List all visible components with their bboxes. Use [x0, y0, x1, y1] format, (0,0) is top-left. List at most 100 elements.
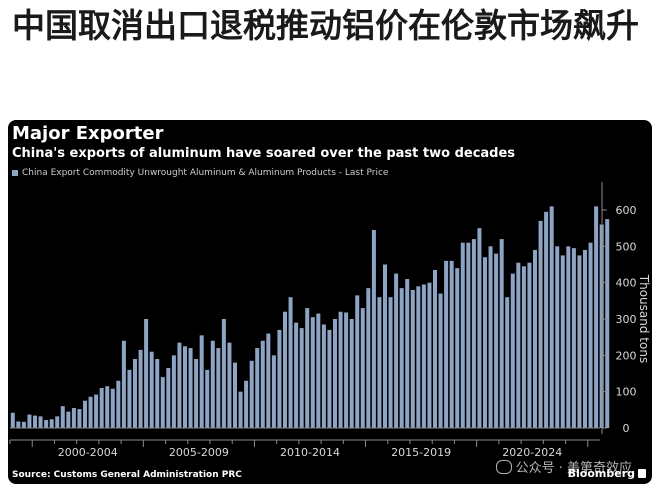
bar	[549, 206, 554, 428]
bar	[66, 411, 71, 428]
bar	[94, 394, 99, 428]
y-axis-label: Thousand tons	[637, 274, 651, 363]
bar	[305, 308, 310, 428]
bar	[121, 340, 126, 428]
bar	[138, 349, 143, 428]
bar	[205, 369, 210, 428]
x-tick-label: 2010-2014	[280, 446, 340, 459]
bar	[588, 242, 593, 428]
bar	[405, 279, 410, 428]
bar	[466, 242, 471, 428]
bar	[499, 239, 504, 428]
bar	[88, 396, 93, 428]
bar	[605, 219, 610, 428]
bar-chart: 2000-2004 2005-2009 2010-2014 2015-2019 2020…	[9, 182, 651, 459]
bar	[494, 253, 499, 428]
x-tick-label: 2000-2004	[58, 446, 118, 459]
bar	[344, 312, 349, 428]
bar	[516, 262, 521, 428]
bar	[10, 412, 15, 428]
x-tick-label: 2015-2019	[391, 446, 451, 459]
bar	[399, 288, 404, 428]
bar	[210, 340, 215, 428]
bar	[355, 295, 360, 428]
bar	[110, 388, 115, 428]
y-tick-label: 600	[616, 204, 637, 217]
bar	[338, 311, 343, 428]
bar	[216, 348, 221, 428]
bar	[583, 249, 587, 428]
bar	[505, 297, 510, 428]
chart-legend: China Export Commodity Unwrought Aluminu…	[12, 168, 388, 178]
bar	[16, 421, 21, 428]
bar	[571, 248, 576, 428]
bar	[471, 239, 476, 428]
bar	[421, 284, 426, 428]
bar	[594, 206, 599, 428]
y-tick-label: 300	[616, 313, 637, 326]
bar	[233, 362, 237, 428]
bar	[166, 368, 171, 428]
y-tick-label: 100	[616, 386, 637, 399]
bar	[377, 297, 382, 428]
bloomberg-mark-icon	[638, 469, 646, 478]
chart-subtitle: China's exports of aluminum have soared …	[12, 146, 516, 161]
bar	[483, 257, 487, 428]
bar	[60, 406, 65, 428]
bar	[538, 220, 543, 428]
legend-label: China Export Commodity Unwrought Aluminu…	[22, 168, 389, 178]
bar	[310, 317, 315, 428]
x-tick-label: 2020-2024	[502, 446, 562, 459]
bar	[105, 386, 110, 428]
bar	[266, 333, 271, 428]
bar	[171, 355, 176, 428]
chart-title: Major Exporter	[12, 123, 164, 144]
bar	[366, 288, 371, 428]
wechat-icon	[495, 459, 512, 474]
bar	[438, 293, 443, 428]
bar	[327, 329, 332, 428]
watermark-text: 公众号 · 美第奇效应	[515, 461, 632, 476]
bar	[333, 319, 337, 428]
bar	[38, 416, 43, 428]
bar	[249, 360, 254, 428]
bar	[394, 273, 399, 428]
bar	[283, 311, 287, 428]
y-tick-label: 400	[616, 277, 637, 290]
bar	[116, 380, 121, 428]
bar	[77, 409, 82, 428]
x-tick-label: 2005-2009	[169, 446, 229, 459]
bar	[477, 228, 482, 428]
bar	[144, 319, 149, 428]
bar	[33, 415, 37, 428]
bar	[183, 346, 187, 428]
bar	[560, 255, 565, 428]
bar	[221, 319, 226, 428]
bar	[427, 282, 432, 428]
bar	[455, 268, 460, 428]
bar	[149, 351, 154, 428]
legend-swatch	[12, 170, 18, 176]
bar	[449, 260, 454, 428]
bar	[433, 269, 437, 428]
bar	[83, 400, 87, 428]
bar	[577, 255, 582, 428]
bar	[244, 380, 249, 428]
bar	[527, 262, 532, 428]
bar	[360, 308, 365, 428]
bar	[544, 211, 549, 428]
bar	[521, 266, 526, 428]
y-tick-label: 200	[616, 349, 637, 362]
bar	[299, 328, 304, 428]
bar	[177, 342, 182, 428]
bar	[349, 319, 354, 428]
bar	[27, 414, 32, 428]
bar	[21, 421, 26, 428]
bar	[510, 273, 515, 428]
bar	[288, 297, 293, 428]
bar	[49, 419, 54, 428]
bar	[316, 313, 321, 428]
bar	[321, 324, 326, 428]
bar	[71, 408, 76, 428]
bar	[277, 329, 282, 428]
